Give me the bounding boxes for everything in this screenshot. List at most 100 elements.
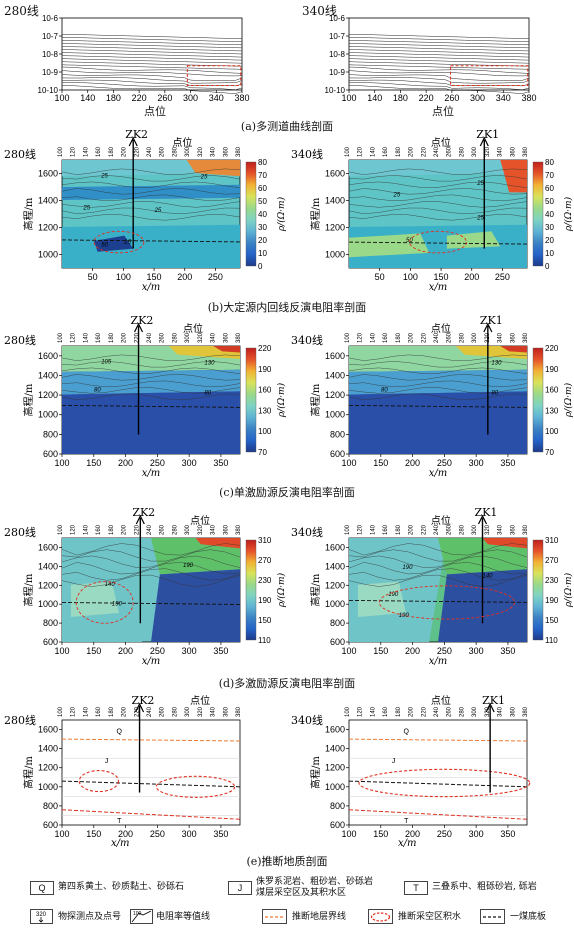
- goaf-ellipse: [75, 581, 134, 624]
- station-tick-label: 240: [147, 146, 153, 157]
- contour-line: [61, 194, 241, 202]
- y-tick-label: 800: [330, 801, 345, 811]
- station-tick-label: 140: [370, 146, 376, 157]
- station-tick-label: 240: [147, 706, 153, 717]
- station-tick-label: 280: [459, 146, 465, 157]
- x-tick-label: 350: [500, 646, 515, 656]
- line-label: 280线: [4, 333, 36, 347]
- colorbar-tick-label: 70: [545, 171, 554, 180]
- line-label: 280线: [4, 525, 36, 539]
- point-label: 点位: [172, 136, 192, 149]
- colorbar: [532, 539, 544, 641]
- station-tick-label: 240: [434, 146, 440, 157]
- contour-label: 25: [393, 193, 401, 199]
- decay-curve: [348, 77, 530, 84]
- label-t: T: [117, 818, 122, 825]
- x-tick-label: 50: [375, 272, 385, 282]
- y-tick-label: 1000: [38, 410, 58, 420]
- contour-line: [348, 175, 528, 182]
- boundary-line-icon: [262, 909, 287, 924]
- y-tick-label: 1400: [38, 744, 58, 754]
- x-tick-label: 340: [209, 93, 224, 103]
- y-tick-label: 1400: [325, 561, 345, 571]
- caption-a: (a)多测道曲线剖面: [240, 120, 334, 133]
- x-tick-label: 380: [234, 93, 249, 103]
- x-tick-label: 150: [147, 272, 162, 282]
- contour-line: [61, 361, 241, 368]
- station-tick-label: 360: [510, 332, 516, 343]
- geology-frame: [61, 719, 241, 826]
- contour-line: [61, 574, 241, 587]
- x-axis-label: x/m: [429, 656, 448, 667]
- station-tick-label: 140: [83, 332, 89, 343]
- y-tick-label: 10-10: [325, 86, 346, 95]
- station-tick-label: 100: [345, 146, 351, 157]
- station-tick-label: 280: [172, 524, 178, 535]
- station-tick-label: 120: [358, 332, 364, 343]
- x-tick-label: 100: [54, 458, 69, 468]
- y-tick-label: 10-9: [329, 68, 346, 77]
- x-tick-label: 140: [80, 93, 95, 103]
- colorbar-tick-label: 310: [258, 536, 272, 545]
- station-tick-label: 280: [172, 146, 178, 157]
- station-tick-label: 180: [396, 524, 402, 535]
- station-tick-label: 220: [134, 706, 140, 717]
- contour-line: [348, 354, 528, 361]
- x-tick-label: 380: [521, 93, 536, 103]
- y-tick-label: 1200: [38, 223, 58, 233]
- point-label: 点位: [431, 136, 451, 149]
- y-tick-label: 1200: [325, 580, 345, 590]
- decay-curve: [348, 37, 530, 43]
- y-axis-label: 高程/m: [309, 383, 322, 416]
- x-tick-label: 100: [341, 458, 356, 468]
- colorbar-tick-label: 20: [545, 236, 554, 245]
- colorbar-label: ρ/(Ω·m): [276, 382, 287, 418]
- station-tick-label: 120: [71, 146, 77, 157]
- station-tick-label: 100: [58, 146, 64, 157]
- contour-label: 25: [123, 240, 131, 246]
- y-tick-label: 1000: [325, 410, 345, 420]
- line-label: 280线: [4, 713, 36, 727]
- x-tick-label: 150: [86, 829, 101, 839]
- x-axis-label: x/m: [142, 468, 161, 479]
- station-tick-label: 280: [459, 332, 465, 343]
- contour-label: 190: [183, 563, 194, 569]
- contour-line: [61, 175, 241, 182]
- y-tick-label: 800: [330, 429, 345, 439]
- station-tick-label: 160: [383, 146, 389, 157]
- decay-curve: [61, 37, 243, 43]
- y-axis-label: 高程/m: [22, 383, 35, 416]
- decay-curve: [62, 82, 243, 90]
- colorbar-tick-label: 150: [545, 616, 559, 625]
- decay-curve: [348, 61, 530, 67]
- decay-curve: [61, 74, 243, 81]
- legend-j-text-2: 煤层采空区及其积水区: [256, 888, 347, 898]
- x-tick-label: 50: [88, 272, 98, 282]
- decay-curve: [61, 55, 243, 61]
- decay-curve: [61, 33, 243, 39]
- x-tick-label: 350: [213, 829, 228, 839]
- decay-curve: [61, 64, 243, 70]
- x-tick-label: 100: [54, 646, 69, 656]
- legend-t-text: 三叠系中、粗砾砂岩, 砾岩: [432, 882, 537, 892]
- station-tick-label: 320: [485, 146, 491, 157]
- anomaly-box: [186, 65, 242, 86]
- station-tick-label: 100: [58, 332, 64, 343]
- colorbar-tick-label: 30: [258, 223, 267, 232]
- contour-label: 80: [94, 387, 101, 393]
- legend-q-box: Q: [30, 881, 54, 895]
- contour-label: 130: [491, 360, 502, 366]
- y-axis-label: 高程/m: [309, 197, 322, 230]
- station-tick-label: 260: [160, 706, 166, 717]
- station-tick-label: 280: [172, 332, 178, 343]
- colorbar-label: ρ/(Ω·m): [563, 382, 574, 418]
- x-tick-label: 250: [495, 272, 510, 282]
- decay-curve: [348, 33, 530, 39]
- contour-line: [61, 354, 241, 361]
- station-tick-label: 200: [122, 146, 128, 157]
- colorbar-tick-label: 100: [258, 427, 272, 436]
- contour-label: 25: [82, 206, 90, 212]
- colorbar-tick-label: 10: [258, 249, 267, 258]
- contour-label: 140: [105, 582, 116, 588]
- line-label: 340线: [291, 525, 323, 539]
